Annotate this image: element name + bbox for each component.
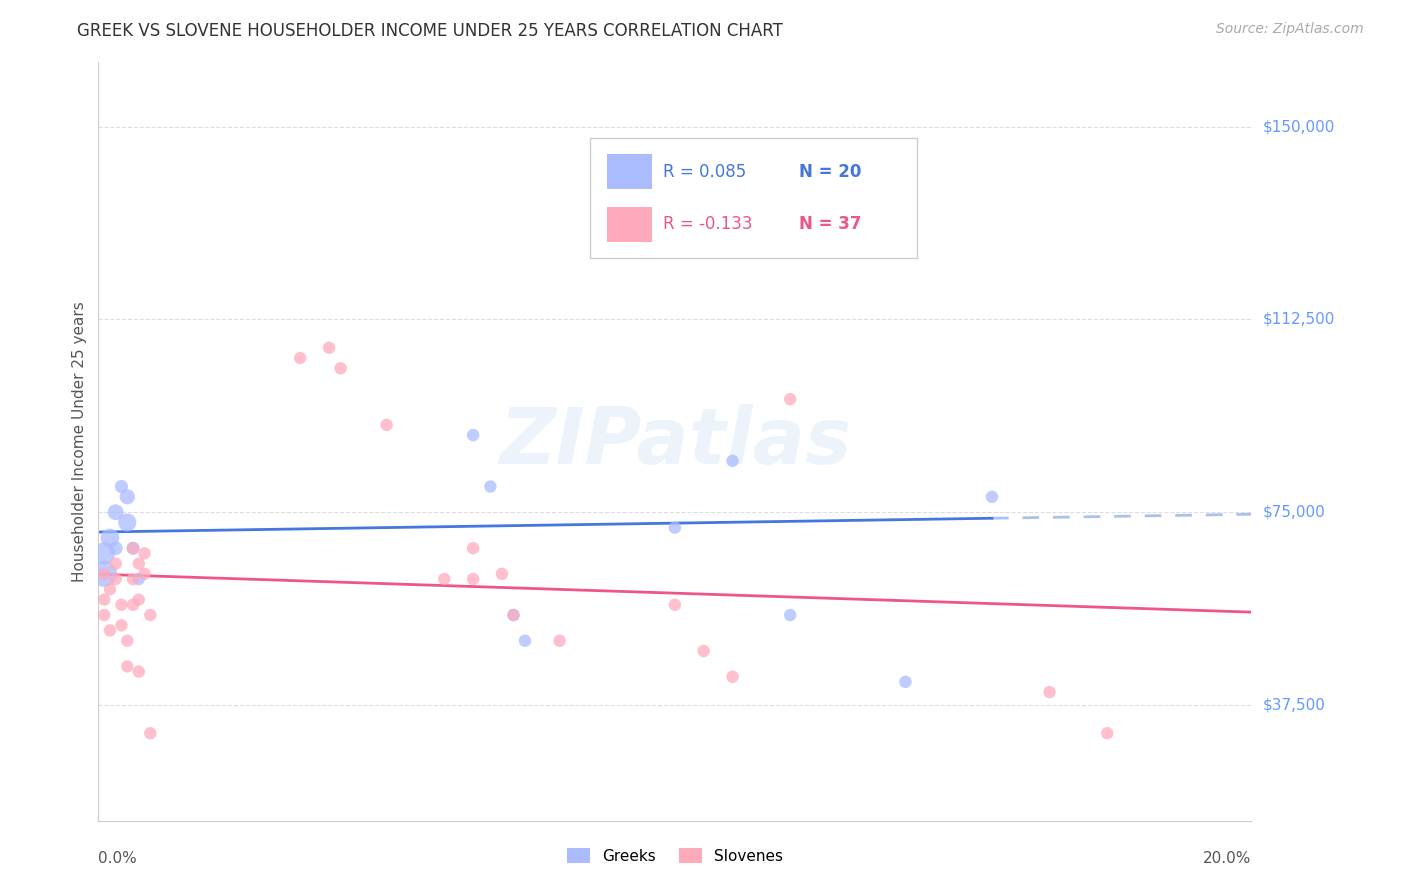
Point [375,417,398,432]
Point [93,592,115,607]
Text: Source: ZipAtlas.com: Source: ZipAtlas.com [1216,22,1364,37]
Point [128,572,150,586]
Point [1039,685,1062,699]
Point [98,582,121,597]
Legend: Greeks, Slovenes: Greeks, Slovenes [561,842,789,870]
Text: $150,000: $150,000 [1263,120,1334,134]
Point [122,572,145,586]
Point [98,624,121,638]
Point [779,607,801,622]
Point [318,341,340,355]
Point [110,479,132,493]
Text: 0.0%: 0.0% [98,851,138,866]
Point [93,607,115,622]
Point [104,572,127,586]
Point [329,361,352,376]
Point [693,644,716,658]
Y-axis label: Householder Income Under 25 years: Householder Income Under 25 years [72,301,87,582]
Point [502,607,524,622]
Point [693,222,716,236]
Point [461,572,484,586]
Point [104,505,127,519]
Point [122,541,145,556]
Point [128,592,150,607]
Point [491,566,513,581]
Point [721,670,744,684]
Point [110,618,132,632]
Point [110,598,132,612]
Point [104,557,127,571]
Point [290,351,312,365]
Text: N = 20: N = 20 [799,162,862,180]
Point [721,454,744,468]
Point [104,541,127,556]
Text: N = 37: N = 37 [799,216,862,234]
Point [461,428,484,442]
Point [93,546,115,560]
Text: $75,000: $75,000 [1263,505,1326,520]
Point [134,566,156,581]
Point [548,633,571,648]
Point [433,572,456,586]
Point [98,531,121,545]
Text: $37,500: $37,500 [1263,698,1326,713]
Point [894,674,917,689]
Point [117,490,139,504]
Point [128,665,150,679]
Point [93,566,115,581]
Point [139,726,162,740]
Point [122,541,145,556]
Point [513,633,536,648]
Text: GREEK VS SLOVENE HOUSEHOLDER INCOME UNDER 25 YEARS CORRELATION CHART: GREEK VS SLOVENE HOUSEHOLDER INCOME UNDE… [77,22,783,40]
Point [779,392,801,406]
Point [122,598,145,612]
Point [117,659,139,673]
Text: $112,500: $112,500 [1263,312,1334,327]
Point [664,598,686,612]
Point [479,479,502,493]
Point [1097,726,1119,740]
Text: 20.0%: 20.0% [1204,851,1251,866]
Text: ZIPatlas: ZIPatlas [499,403,851,480]
Point [981,490,1004,504]
Point [461,541,484,556]
Point [93,566,115,581]
Text: R = 0.085: R = 0.085 [664,162,747,180]
Point [139,607,162,622]
Point [134,546,156,560]
Point [502,607,524,622]
Point [117,633,139,648]
Text: R = -0.133: R = -0.133 [664,216,752,234]
Point [117,516,139,530]
Point [664,521,686,535]
Point [128,557,150,571]
